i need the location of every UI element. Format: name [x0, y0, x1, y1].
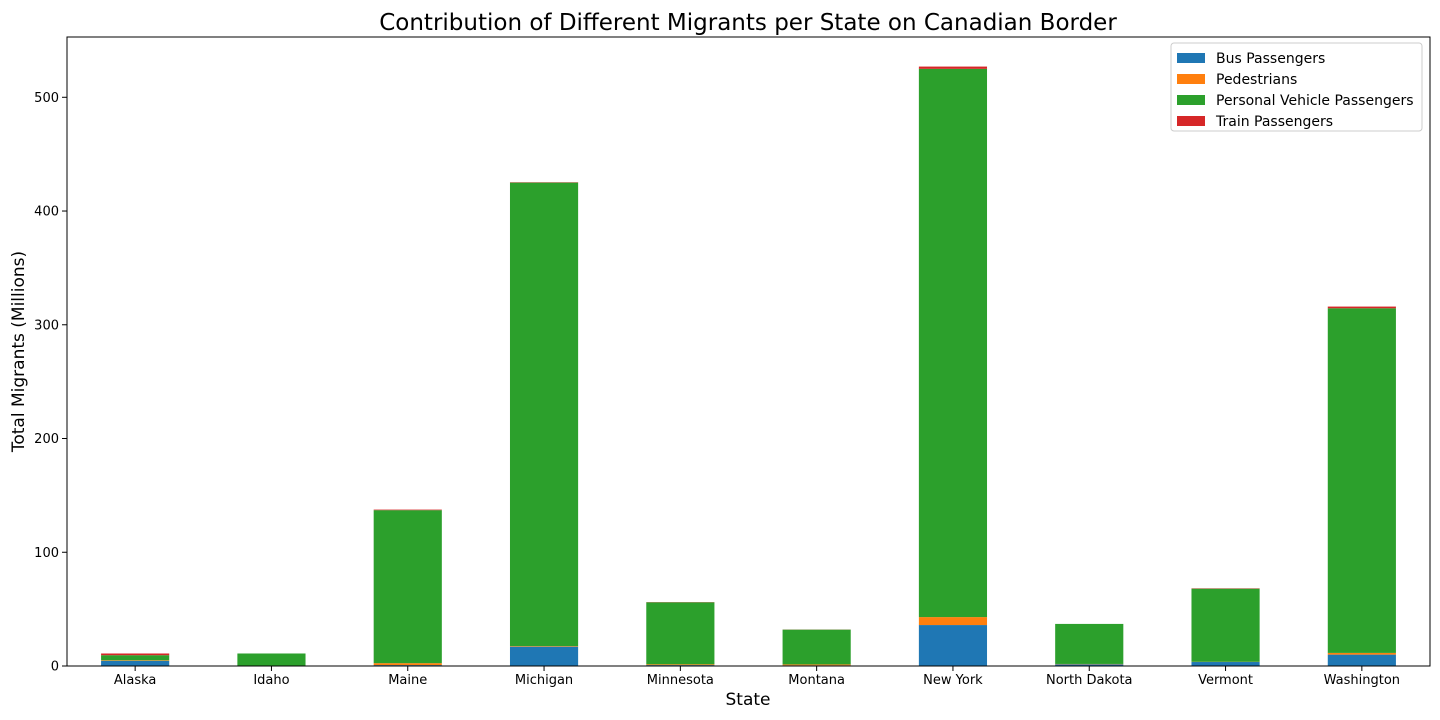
- legend-label-train-passengers: Train Passengers: [1215, 114, 1333, 130]
- bar-washington-pedestrians: [1327, 652, 1396, 655]
- bar-idaho-personal-vehicle-passengers: [237, 653, 306, 666]
- legend-swatch-personal-vehicle-passengers: [1177, 95, 1205, 105]
- x-tick-label-idaho: Idaho: [253, 673, 289, 688]
- x-tick-label-montana: Montana: [788, 673, 845, 688]
- bar-maine-pedestrians: [373, 663, 442, 666]
- bar-minnesota-pedestrians: [646, 664, 715, 666]
- bar-alaska-train-passengers: [101, 653, 170, 656]
- y-tick-label: 400: [34, 205, 59, 220]
- x-tick-label-minnesota: Minnesota: [647, 673, 714, 688]
- legend: Bus Passengers Pedestrians Personal Vehicl…: [1170, 42, 1423, 132]
- bar-north-dakota-bus-passengers: [1055, 664, 1124, 666]
- legend-label-personal-vehicle-passengers: Personal Vehicle Passengers: [1216, 93, 1414, 109]
- chart-title: Contribution of Different Migrants per S…: [379, 10, 1117, 36]
- legend-label-pedestrians: Pedestrians: [1216, 72, 1297, 88]
- bar-michigan-personal-vehicle-passengers: [509, 182, 579, 647]
- plot-frame: [66, 36, 1431, 667]
- bar-montana-personal-vehicle-passengers: [782, 629, 851, 665]
- bar-maine-train-passengers: [373, 509, 442, 511]
- bar-michigan-bus-passengers: [509, 646, 579, 666]
- legend-swatch-train-passengers: [1177, 116, 1205, 126]
- x-tick-label-maine: Maine: [388, 673, 427, 688]
- x-tick-label-new-york: New York: [923, 673, 983, 688]
- bar-new-york-pedestrians: [918, 617, 988, 626]
- bar-washington-personal-vehicle-passengers: [1327, 308, 1396, 653]
- x-axis: Alaska Idaho Maine Michigan Minnesota Montana…: [114, 666, 1400, 688]
- x-tick-label-michigan: Michigan: [515, 673, 573, 688]
- x-axis-title: State: [726, 690, 771, 710]
- x-tick-label-alaska: Alaska: [114, 673, 157, 688]
- y-tick-label: 300: [34, 318, 59, 333]
- bar-alaska-personal-vehicle-passengers: [101, 655, 170, 661]
- bar-montana-pedestrians: [782, 664, 851, 666]
- y-tick-label: 100: [34, 546, 59, 561]
- x-tick-label-vermont: Vermont: [1198, 673, 1253, 688]
- legend-swatch-pedestrians: [1177, 74, 1205, 84]
- bar-maine-personal-vehicle-passengers: [373, 510, 442, 664]
- y-tick-label: 500: [34, 91, 59, 106]
- y-tick-label: 0: [51, 660, 59, 675]
- legend-swatch-bus-passengers: [1177, 53, 1205, 63]
- legend-label-bus-passengers: Bus Passengers: [1216, 51, 1325, 67]
- bar-alaska-pedestrians: [101, 660, 170, 661]
- bar-new-york-train-passengers: [918, 66, 988, 69]
- y-tick-label: 200: [34, 432, 59, 447]
- y-axis-title: Total Migrants (Millions): [9, 251, 29, 453]
- bar-alaska-bus-passengers: [101, 660, 170, 666]
- bar-new-york-personal-vehicle-passengers: [918, 68, 988, 618]
- legend-box: [1170, 42, 1423, 132]
- bar-washington-bus-passengers: [1327, 654, 1396, 666]
- bar-minnesota-personal-vehicle-passengers: [646, 602, 715, 665]
- bar-washington-train-passengers: [1327, 306, 1396, 309]
- bar-vermont-personal-vehicle-passengers: [1191, 588, 1260, 662]
- x-tick-label-washington: Washington: [1324, 673, 1400, 688]
- bars-group: [101, 66, 1396, 666]
- y-axis: 0 100 200 300 400 500: [34, 91, 67, 675]
- bar-north-dakota-personal-vehicle-passengers: [1055, 623, 1124, 664]
- x-tick-label-north-dakota: North Dakota: [1046, 673, 1133, 688]
- bar-michigan-pedestrians: [509, 646, 579, 647]
- bar-vermont-bus-passengers: [1191, 662, 1260, 666]
- bar-new-york-bus-passengers: [918, 625, 988, 666]
